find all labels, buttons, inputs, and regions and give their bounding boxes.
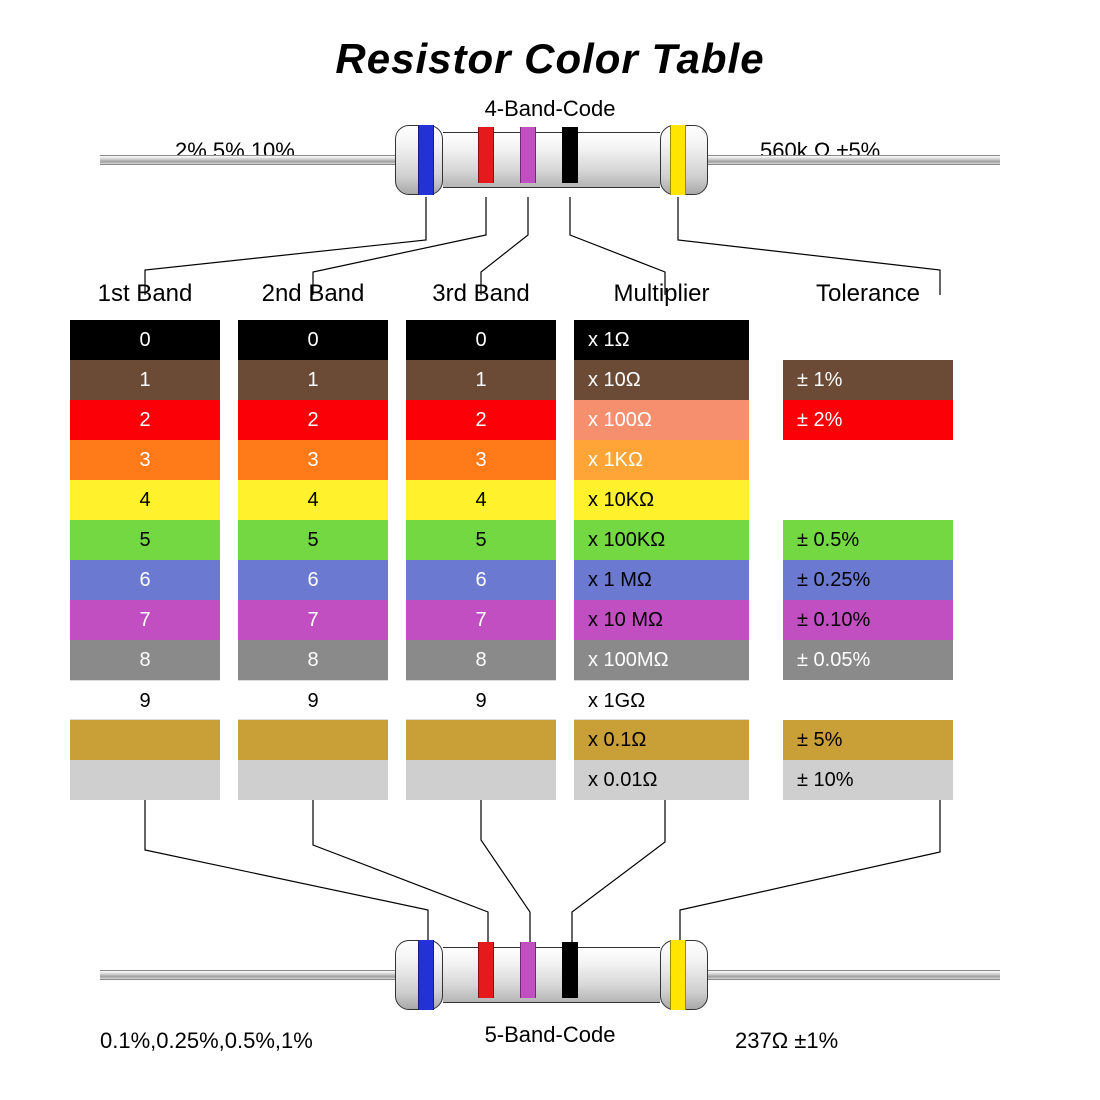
color-cell bbox=[406, 760, 556, 800]
color-cell: 6 bbox=[238, 560, 388, 600]
band-1 bbox=[418, 125, 434, 195]
top-resistor-label: 4-Band-Code bbox=[0, 96, 1100, 122]
color-cell: 0 bbox=[406, 320, 556, 360]
color-cell: 4 bbox=[70, 480, 220, 520]
multiplier-cell: x 1Ω bbox=[574, 320, 749, 360]
color-cell: 3 bbox=[238, 440, 388, 480]
color-cell bbox=[406, 720, 556, 760]
page-title: Resistor Color Table bbox=[0, 35, 1100, 83]
multiplier-cell: x 1 MΩ bbox=[574, 560, 749, 600]
color-cell: 2 bbox=[406, 400, 556, 440]
color-cell: 8 bbox=[406, 640, 556, 680]
color-cell: 6 bbox=[70, 560, 220, 600]
color-cell bbox=[70, 760, 220, 800]
band-4 bbox=[562, 127, 578, 183]
col-header: 2nd Band bbox=[238, 280, 388, 310]
tolerance-cell: ± 0.10% bbox=[783, 600, 953, 640]
color-table: 1st Band 0123456789 2nd Band 0123456789 … bbox=[70, 280, 953, 800]
band-2 bbox=[478, 942, 494, 998]
color-cell: 9 bbox=[238, 680, 388, 720]
col-1st-band: 1st Band 0123456789 bbox=[70, 280, 220, 800]
color-cell: 3 bbox=[70, 440, 220, 480]
tolerance-cell: ± 2% bbox=[783, 400, 953, 440]
color-cell: 7 bbox=[406, 600, 556, 640]
color-cell: 1 bbox=[406, 360, 556, 400]
color-cell: 1 bbox=[238, 360, 388, 400]
band-2 bbox=[478, 127, 494, 183]
spacer bbox=[783, 440, 953, 480]
band-5 bbox=[670, 940, 686, 1010]
band-5 bbox=[670, 125, 686, 195]
color-cell: 2 bbox=[70, 400, 220, 440]
bottom-resistor-label: 5-Band-Code bbox=[0, 1022, 1100, 1048]
col-header: Multiplier bbox=[574, 280, 749, 310]
color-cell: 5 bbox=[406, 520, 556, 560]
color-cell bbox=[238, 760, 388, 800]
color-cell: 2 bbox=[238, 400, 388, 440]
color-cell: 5 bbox=[70, 520, 220, 560]
multiplier-cell: x 1KΩ bbox=[574, 440, 749, 480]
color-cell bbox=[238, 720, 388, 760]
color-cell: 5 bbox=[238, 520, 388, 560]
col-header: 3rd Band bbox=[406, 280, 556, 310]
color-cell: 8 bbox=[70, 640, 220, 680]
multiplier-cell: x 10 MΩ bbox=[574, 600, 749, 640]
col-header: Tolerance bbox=[783, 280, 953, 310]
col-tolerance: Tolerance ± 1%± 2%± 0.5%± 0.25%± 0.10%± … bbox=[783, 280, 953, 800]
lead-right bbox=[700, 155, 1000, 165]
multiplier-cell: x 0.1Ω bbox=[574, 720, 749, 760]
color-cell: 9 bbox=[70, 680, 220, 720]
color-cell: 1 bbox=[70, 360, 220, 400]
color-cell bbox=[70, 720, 220, 760]
multiplier-cell: x 10KΩ bbox=[574, 480, 749, 520]
color-cell: 8 bbox=[238, 640, 388, 680]
lead-left bbox=[100, 155, 395, 165]
tolerance-cell: ± 1% bbox=[783, 360, 953, 400]
color-cell: 0 bbox=[70, 320, 220, 360]
color-cell: 3 bbox=[406, 440, 556, 480]
multiplier-cell: x 1GΩ bbox=[574, 680, 749, 720]
col-header: 1st Band bbox=[70, 280, 220, 310]
col-3rd-band: 3rd Band 0123456789 bbox=[406, 280, 556, 800]
color-cell: 7 bbox=[238, 600, 388, 640]
band-4 bbox=[562, 942, 578, 998]
tolerance-cell: ± 0.05% bbox=[783, 640, 953, 680]
multiplier-cell: x 0.01Ω bbox=[574, 760, 749, 800]
tolerance-cell: ± 5% bbox=[783, 720, 953, 760]
color-cell: 9 bbox=[406, 680, 556, 720]
col-multiplier: Multiplier x 1Ωx 10Ωx 100Ωx 1KΩx 10KΩx 1… bbox=[574, 280, 749, 800]
color-cell: 0 bbox=[238, 320, 388, 360]
tolerance-cell: ± 0.5% bbox=[783, 520, 953, 560]
body-mid bbox=[443, 132, 660, 188]
band-1 bbox=[418, 940, 434, 1010]
lead-right bbox=[700, 970, 1000, 980]
color-cell: 7 bbox=[70, 600, 220, 640]
col-2nd-band: 2nd Band 0123456789 bbox=[238, 280, 388, 800]
color-cell: 4 bbox=[406, 480, 556, 520]
band-3 bbox=[520, 942, 536, 998]
resistor-4band bbox=[0, 120, 1100, 200]
body-mid bbox=[443, 947, 660, 1003]
multiplier-cell: x 10Ω bbox=[574, 360, 749, 400]
spacer bbox=[783, 480, 953, 520]
resistor-5band bbox=[0, 935, 1100, 1015]
spacer bbox=[783, 680, 953, 720]
lead-left bbox=[100, 970, 395, 980]
tolerance-cell: ± 0.25% bbox=[783, 560, 953, 600]
color-cell: 6 bbox=[406, 560, 556, 600]
multiplier-cell: x 100KΩ bbox=[574, 520, 749, 560]
tolerance-cell: ± 10% bbox=[783, 760, 953, 800]
band-3 bbox=[520, 127, 536, 183]
multiplier-cell: x 100Ω bbox=[574, 400, 749, 440]
multiplier-cell: x 100MΩ bbox=[574, 640, 749, 680]
color-cell: 4 bbox=[238, 480, 388, 520]
spacer bbox=[783, 320, 953, 360]
